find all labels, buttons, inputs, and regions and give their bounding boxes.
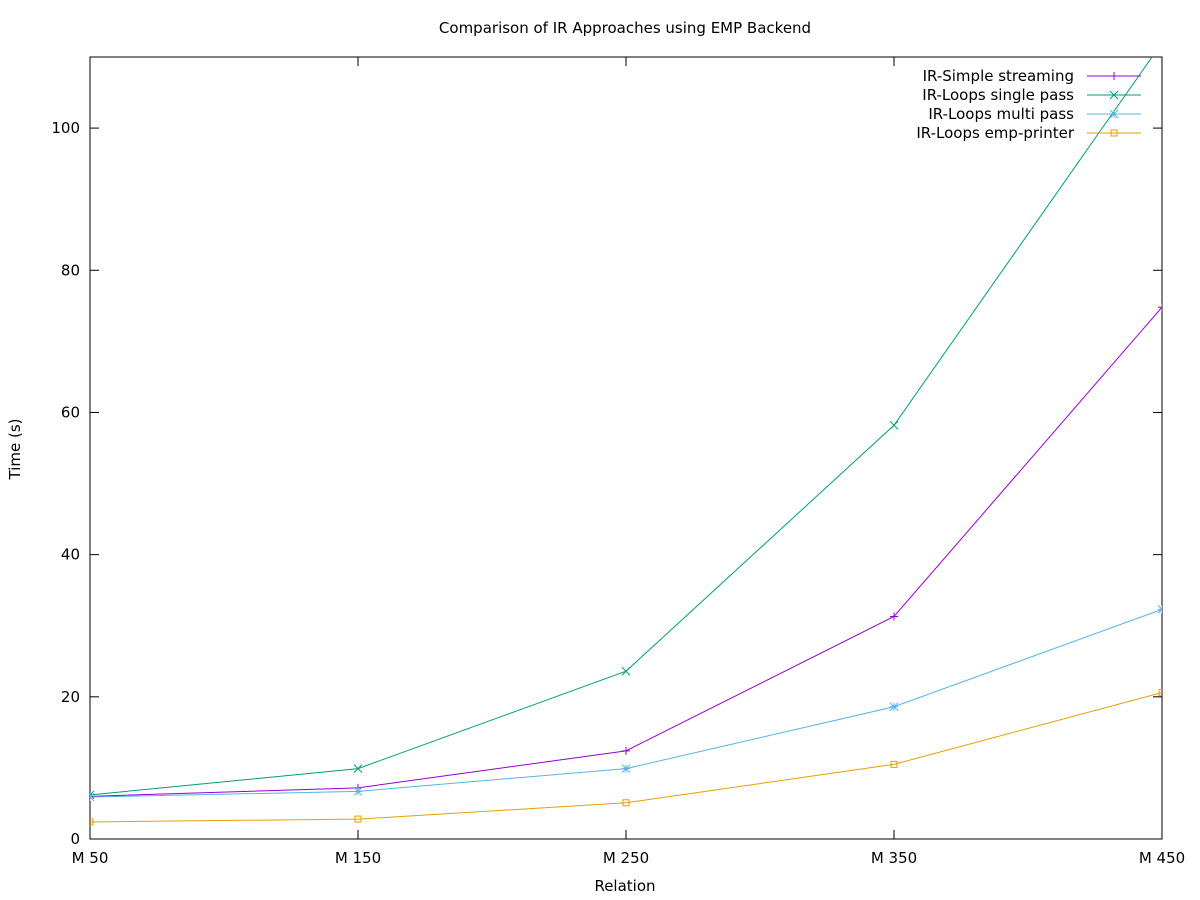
data-point (90, 818, 94, 826)
data-point (1158, 689, 1162, 697)
legend-label: IR-Simple streaming (923, 67, 1074, 85)
legend-label: IR-Loops multi pass (928, 105, 1074, 123)
data-point (621, 666, 631, 676)
y-tick-label: 20 (61, 688, 80, 706)
data-point (1157, 605, 1162, 614)
data-point (90, 792, 95, 802)
legend-marker (1110, 72, 1118, 80)
data-point (1158, 303, 1162, 312)
legend-item: IR-Loops emp-printer (916, 124, 1141, 142)
chart-title: Comparison of IR Approaches using EMP Ba… (439, 19, 811, 37)
x-tick-label: M 350 (871, 849, 917, 867)
data-point (90, 790, 95, 800)
y-axis-label: Time (s) (6, 419, 24, 481)
data-point (622, 746, 630, 755)
series-4 (90, 689, 1162, 826)
series-group (90, 39, 1166, 826)
y-tick-label: 100 (51, 119, 80, 137)
legend-marker (1109, 109, 1119, 119)
x-axis-label: Relation (594, 877, 655, 895)
data-point (621, 764, 631, 773)
series-3 (90, 605, 1162, 802)
data-point (890, 612, 898, 621)
plot-border (89, 56, 1163, 840)
data-point (889, 702, 899, 712)
data-point (1158, 39, 1166, 47)
data-point (353, 764, 363, 773)
y-tick-label: 40 (61, 546, 80, 564)
y-tick-label: 0 (70, 830, 80, 848)
legend-item: IR-Loops single pass (922, 86, 1141, 104)
legend-marker (1110, 129, 1118, 137)
legend-label: IR-Loops single pass (922, 86, 1074, 104)
data-point (889, 420, 899, 430)
data-point (353, 787, 363, 796)
data-point (622, 799, 630, 807)
legend-item: IR-Simple streaming (923, 67, 1141, 85)
data-point (90, 792, 94, 801)
series-line (90, 306, 1162, 797)
x-tick-label: M 50 (72, 849, 109, 867)
data-point (354, 815, 362, 823)
y-tick-label: 60 (61, 403, 80, 421)
legend-marker (1109, 90, 1119, 100)
series-1 (90, 303, 1162, 801)
x-tick-label: M 250 (603, 849, 649, 867)
series-line (90, 57, 1153, 796)
y-tick-label: 80 (61, 261, 80, 279)
legend-item: IR-Loops multi pass (928, 105, 1141, 123)
x-tick-label: M 150 (335, 849, 381, 867)
x-tick-label: M 450 (1139, 849, 1185, 867)
series-line (90, 692, 1162, 823)
axes: 0 20 40 60 80 100 M 50 M 150 M 250 M 350 M 450 (51, 56, 1185, 867)
legend-label: IR-Loops emp-printer (916, 124, 1074, 142)
series-2 (90, 39, 1166, 800)
data-point (890, 760, 898, 768)
